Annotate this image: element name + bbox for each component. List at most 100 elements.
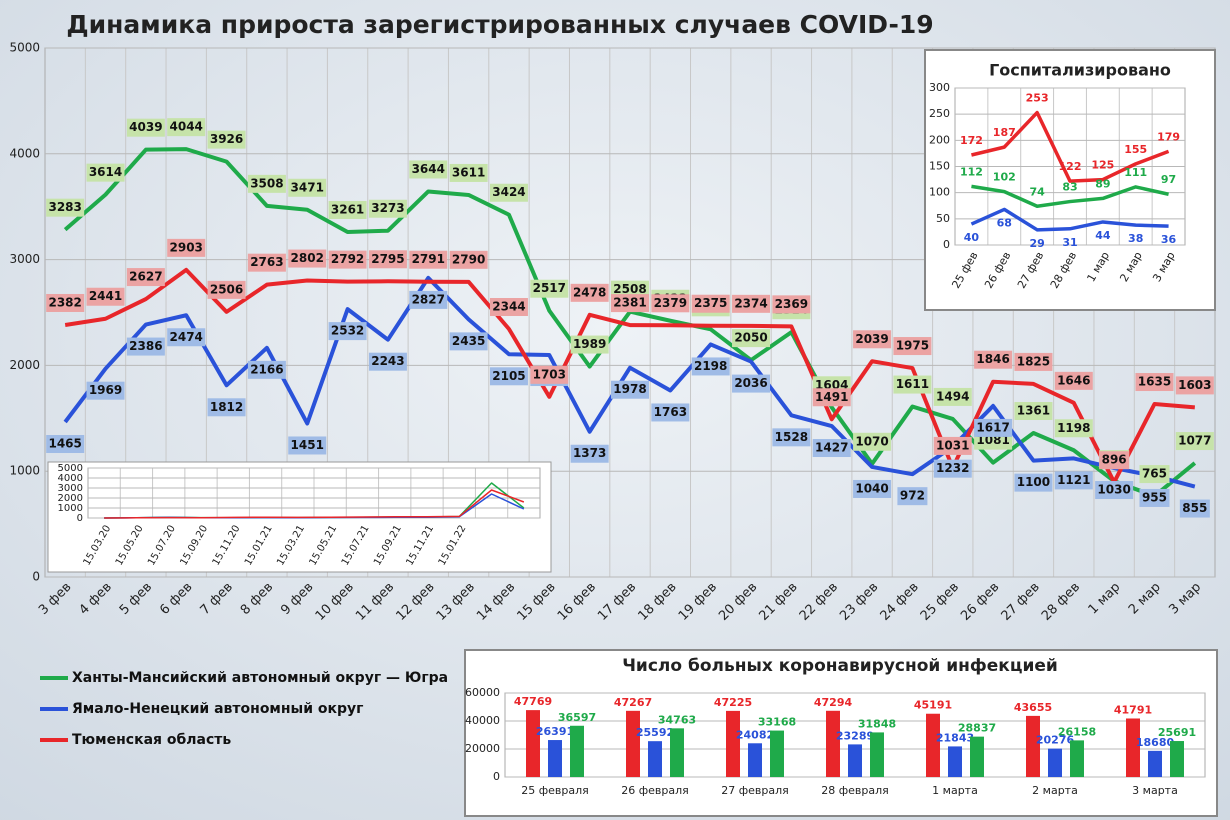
data-label: 31848 bbox=[858, 717, 896, 730]
data-label: 172 bbox=[960, 134, 983, 147]
y-tick-label: 0 bbox=[32, 570, 40, 584]
data-label: 3614 bbox=[89, 165, 122, 179]
data-label: 1198 bbox=[1057, 421, 1090, 435]
label-box bbox=[46, 198, 85, 217]
label-box bbox=[368, 199, 407, 218]
bar bbox=[948, 746, 962, 777]
data-label: 2441 bbox=[89, 289, 122, 303]
x-tick-label: 27 февраля bbox=[721, 784, 789, 797]
data-label: 36 bbox=[1161, 233, 1177, 246]
data-label: 2795 bbox=[371, 252, 404, 266]
data-label: 1491 bbox=[815, 390, 848, 404]
label-box bbox=[1139, 465, 1170, 484]
data-label: 43655 bbox=[1014, 701, 1052, 714]
data-label: 972 bbox=[900, 489, 925, 503]
y-tick-label: 150 bbox=[929, 160, 950, 173]
data-label: 25592 bbox=[636, 726, 674, 739]
label-box bbox=[611, 380, 649, 399]
label-box bbox=[1054, 471, 1093, 490]
data-label: 155 bbox=[1124, 143, 1147, 156]
bar bbox=[726, 710, 740, 777]
y-tick-label: 300 bbox=[929, 81, 950, 94]
bar bbox=[1126, 718, 1140, 777]
data-label: 2382 bbox=[48, 295, 81, 309]
bar bbox=[1148, 750, 1162, 777]
y-tick-label: 200 bbox=[929, 133, 950, 146]
series-line bbox=[971, 184, 1169, 209]
data-label: 1763 bbox=[654, 405, 687, 419]
legend-label: Ханты-Мансийский автономный округ — Югра bbox=[72, 670, 448, 686]
label-box bbox=[853, 479, 892, 498]
data-label: 1978 bbox=[613, 382, 646, 396]
label-box bbox=[86, 163, 125, 182]
label-box bbox=[691, 357, 730, 376]
label-box bbox=[570, 444, 609, 463]
data-label: 2039 bbox=[855, 332, 888, 346]
label-box bbox=[207, 130, 246, 149]
data-label: 2790 bbox=[452, 252, 485, 266]
label-box bbox=[126, 337, 165, 356]
label-box bbox=[126, 118, 165, 137]
bar bbox=[848, 744, 862, 777]
data-label: 31 bbox=[1062, 236, 1077, 249]
data-label: 2903 bbox=[170, 240, 203, 254]
data-label: 955 bbox=[1142, 490, 1167, 504]
label-box bbox=[247, 360, 286, 379]
data-label: 1846 bbox=[976, 352, 1009, 366]
data-label: 18680 bbox=[1136, 736, 1175, 749]
label-box bbox=[732, 374, 771, 393]
bar bbox=[548, 740, 562, 777]
label-box bbox=[530, 279, 569, 298]
data-label: 896 bbox=[1102, 453, 1127, 467]
bar bbox=[648, 741, 662, 777]
data-label: 1040 bbox=[855, 481, 888, 495]
label-box bbox=[611, 294, 649, 313]
label-box bbox=[328, 250, 367, 269]
data-label: 1121 bbox=[1057, 473, 1090, 487]
data-label: 4044 bbox=[170, 120, 203, 134]
label-box bbox=[974, 350, 1013, 369]
data-label: 2517 bbox=[533, 281, 566, 295]
label-box bbox=[167, 328, 206, 347]
y-tick-label: 1000 bbox=[58, 503, 83, 514]
label-box bbox=[409, 290, 448, 309]
label-box bbox=[570, 283, 609, 302]
series-line bbox=[104, 489, 525, 519]
data-label: 1373 bbox=[573, 446, 606, 460]
data-label: 3273 bbox=[371, 201, 404, 215]
label-box bbox=[449, 163, 488, 182]
label-box bbox=[893, 375, 932, 394]
data-label: 1030 bbox=[1097, 483, 1130, 497]
data-label: 1646 bbox=[1057, 373, 1090, 387]
y-tick-label: 0 bbox=[943, 238, 950, 251]
label-box bbox=[1014, 473, 1053, 492]
data-label: 1611 bbox=[896, 377, 929, 391]
data-label: 2105 bbox=[492, 369, 525, 383]
data-label: 33168 bbox=[758, 716, 796, 729]
label-box bbox=[126, 268, 165, 287]
y-tick-label: 5000 bbox=[9, 41, 40, 55]
label-box bbox=[288, 178, 327, 197]
data-label: 187 bbox=[993, 126, 1016, 139]
label-box bbox=[1014, 352, 1053, 371]
data-label: 25691 bbox=[1158, 726, 1196, 739]
data-label: 38 bbox=[1128, 232, 1143, 245]
data-label: 34763 bbox=[658, 713, 696, 726]
label-box bbox=[651, 294, 690, 313]
x-tick-label: 1 марта bbox=[932, 784, 978, 797]
label-box bbox=[853, 432, 892, 451]
data-label: 26391 bbox=[536, 725, 574, 738]
data-label: 36597 bbox=[558, 711, 596, 724]
label-box bbox=[974, 418, 1013, 437]
label-box bbox=[530, 365, 569, 384]
data-label: 1812 bbox=[210, 400, 243, 414]
label-box bbox=[1179, 499, 1210, 518]
y-tick-label: 20000 bbox=[465, 742, 500, 755]
data-label: 2374 bbox=[734, 296, 767, 310]
y-tick-label: 50 bbox=[936, 212, 950, 225]
label-box bbox=[368, 250, 407, 269]
bar bbox=[970, 736, 984, 777]
label-box bbox=[288, 249, 327, 268]
bar-chart: Число больных коронавирусной инфекцией 0… bbox=[465, 656, 1206, 797]
